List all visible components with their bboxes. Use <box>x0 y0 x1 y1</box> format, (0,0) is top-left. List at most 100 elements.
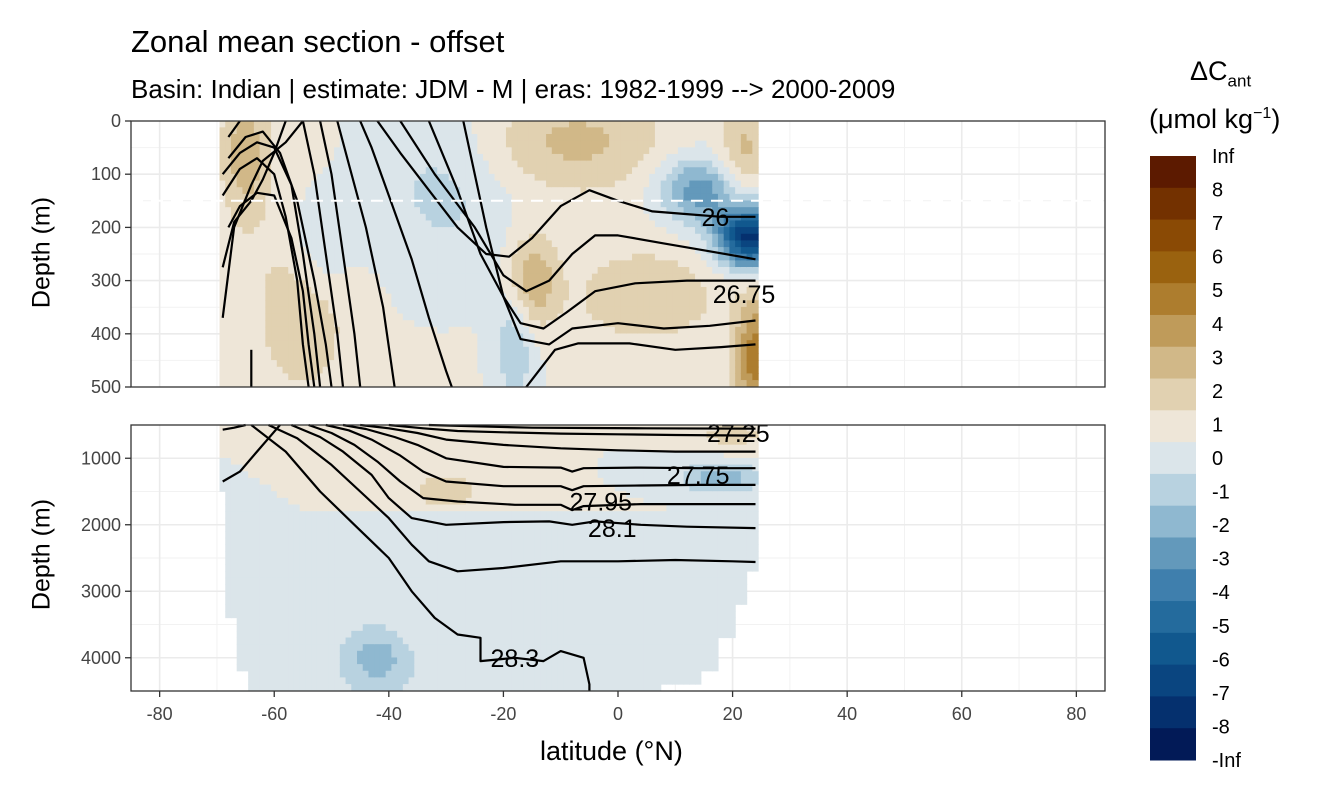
field-cell <box>614 360 622 368</box>
field-cell <box>362 247 370 255</box>
field-cell <box>368 127 375 135</box>
field-cell <box>293 300 301 308</box>
field-cell <box>368 571 375 579</box>
field-cell <box>265 524 272 532</box>
field-cell <box>746 320 753 328</box>
field-cell <box>689 140 696 148</box>
field-cell <box>448 313 456 321</box>
field-cell <box>695 253 702 261</box>
field-cell <box>752 353 759 361</box>
field-cell <box>334 253 341 261</box>
contour-line-upper <box>227 191 316 388</box>
field-cell <box>511 167 519 175</box>
field-cell <box>437 313 444 321</box>
field-cell <box>488 240 496 248</box>
field-cell <box>236 380 244 388</box>
field-cell <box>591 134 599 142</box>
field-cell <box>259 630 266 639</box>
field-cell <box>351 604 358 612</box>
field-cell <box>328 590 335 599</box>
field-cell <box>299 484 307 492</box>
field-cell <box>540 193 547 202</box>
field-cell <box>334 557 341 565</box>
field-cell <box>334 511 341 519</box>
field-cell <box>225 247 232 255</box>
field-cell <box>505 286 513 295</box>
field-cell <box>609 193 616 202</box>
field-cell <box>477 260 484 268</box>
field-cell <box>437 153 444 162</box>
field-cell <box>282 670 289 678</box>
field-cell <box>362 147 370 155</box>
field-cell <box>654 227 662 235</box>
field-cell <box>334 273 341 281</box>
field-cell <box>345 684 352 692</box>
field-cell <box>488 160 496 168</box>
field-cell <box>236 438 244 446</box>
field-cell <box>322 664 329 672</box>
field-cell <box>465 306 473 315</box>
field-cell <box>368 280 375 288</box>
field-cell <box>551 306 559 315</box>
field-cell <box>448 273 456 281</box>
field-cell <box>431 153 438 162</box>
field-cell <box>654 306 662 315</box>
field-cell <box>614 134 622 142</box>
field-cell <box>420 286 427 295</box>
field-cell <box>488 187 496 195</box>
field-cell <box>259 134 266 142</box>
field-cell <box>477 353 484 361</box>
field-cell <box>717 160 725 168</box>
field-cell <box>379 524 387 532</box>
field-cell <box>654 333 662 341</box>
field-cell <box>649 134 656 142</box>
field-cell <box>339 147 347 155</box>
field-cell <box>695 373 702 381</box>
field-cell <box>293 637 301 645</box>
field-cell <box>442 353 450 361</box>
field-cell <box>282 624 289 632</box>
field-cell <box>402 340 410 348</box>
field-cell <box>528 267 536 275</box>
field-cell <box>695 273 702 281</box>
field-cell <box>316 464 324 472</box>
field-cell <box>328 160 335 168</box>
field-cell <box>276 293 284 301</box>
field-cell <box>408 306 415 315</box>
field-cell <box>368 326 375 335</box>
field-cell <box>660 373 667 381</box>
field-cell <box>282 273 289 281</box>
field-cell <box>288 617 295 625</box>
field-cell <box>271 167 278 175</box>
field-cell <box>546 120 553 128</box>
field-cell <box>677 340 685 348</box>
field-cell <box>505 346 513 355</box>
field-cell <box>574 240 582 248</box>
field-cell <box>712 326 719 335</box>
field-cell <box>345 227 352 235</box>
field-cell <box>609 173 616 182</box>
field-cell <box>735 153 742 162</box>
field-cell <box>282 333 289 341</box>
field-cell <box>402 313 410 321</box>
field-cell <box>288 320 295 328</box>
field-cell <box>683 180 690 188</box>
field-cell <box>311 650 318 659</box>
field-cell <box>477 167 484 175</box>
field-cell <box>511 213 519 222</box>
field-cell <box>580 180 587 188</box>
field-cell <box>540 240 547 248</box>
field-cell <box>276 260 284 268</box>
field-cell <box>563 213 570 222</box>
field-cell <box>471 267 478 275</box>
field-cell <box>397 293 404 301</box>
field-cell <box>614 220 622 228</box>
field-cell <box>248 293 255 301</box>
field-cell <box>414 300 421 308</box>
field-cell <box>391 360 398 368</box>
field-cell <box>311 313 318 321</box>
field-cell <box>311 517 318 526</box>
field-cell <box>735 373 742 381</box>
field-cell <box>689 346 696 355</box>
field-cell <box>345 180 352 188</box>
